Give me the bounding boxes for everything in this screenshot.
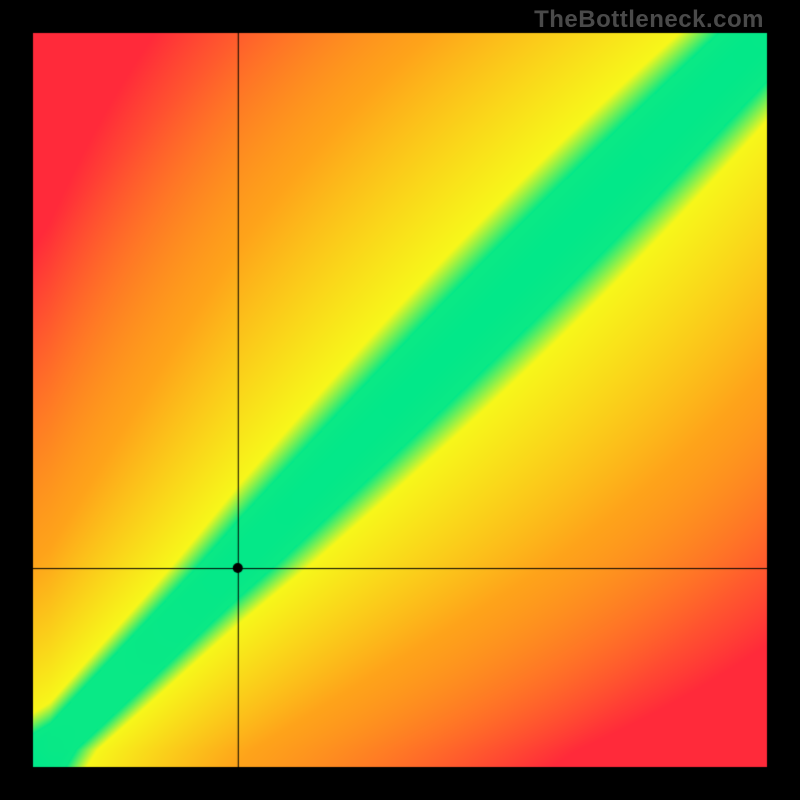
- heatmap-canvas: [0, 0, 800, 800]
- chart-container: TheBottleneck.com: [0, 0, 800, 800]
- watermark-label: TheBottleneck.com: [534, 6, 764, 34]
